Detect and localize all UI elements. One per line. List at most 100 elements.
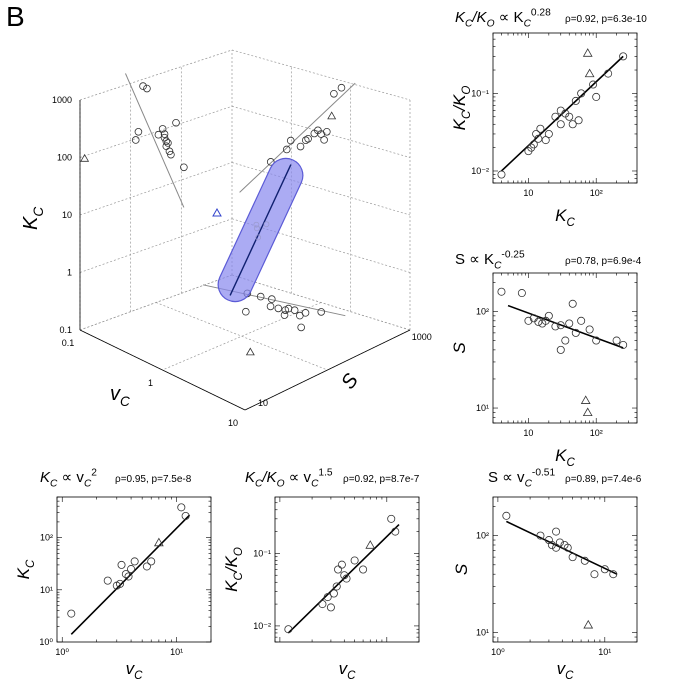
y-axis-label: S bbox=[450, 342, 469, 354]
proj-vs-circle bbox=[256, 292, 265, 301]
grid-line bbox=[231, 49, 411, 101]
chart-3d: 1000 100 10 1 0.1 10 1 0.1 10 1000 KC vC S bbox=[20, 49, 432, 428]
grid-line bbox=[231, 162, 411, 216]
proj-skc-circle bbox=[286, 136, 295, 145]
data-point-circle bbox=[534, 134, 543, 143]
x-tick-label: 10² bbox=[590, 188, 603, 198]
data-point-triangle bbox=[584, 68, 595, 78]
data-point-circle bbox=[497, 170, 506, 179]
data-point-circle bbox=[350, 556, 359, 565]
data-point-circle bbox=[147, 557, 156, 566]
proj-vs-circle bbox=[297, 323, 305, 332]
proj-skc-circle bbox=[296, 142, 305, 151]
data-point-circle bbox=[568, 120, 577, 129]
y-tick-label: 10⁻² bbox=[471, 166, 489, 176]
data-point-circle bbox=[619, 52, 628, 61]
data-point-circle bbox=[555, 538, 564, 547]
proj-skc-circle bbox=[323, 127, 331, 136]
grid-line bbox=[231, 274, 411, 331]
proj-skc-circle bbox=[266, 158, 275, 166]
proj-vs-circle bbox=[280, 311, 289, 319]
chart-annotation-formula: KC/KO ∝ KC0.28 bbox=[455, 7, 551, 29]
proj-vkc-fit-line bbox=[124, 73, 185, 208]
y-tick-label: 10⁻² bbox=[253, 621, 271, 631]
data-point-circle bbox=[574, 116, 583, 125]
chart-annotation-formula: S ∝ KC-0.25 bbox=[455, 249, 525, 271]
data-point-circle bbox=[529, 140, 538, 149]
x-axis-label: vC bbox=[110, 383, 130, 409]
axis-v bbox=[79, 329, 246, 411]
x-axis-label: vC bbox=[126, 659, 144, 682]
chart-annotation-formula: KC/KO ∝ vC1.5 bbox=[245, 467, 333, 489]
data-point-circle bbox=[552, 543, 561, 552]
data-point-circle bbox=[565, 112, 574, 121]
proj-skc-circle bbox=[337, 83, 346, 92]
data-point-circle bbox=[517, 289, 526, 298]
proj-vkc-circle bbox=[180, 163, 188, 172]
y-tick-label: 10 bbox=[258, 398, 268, 408]
data-point-circle bbox=[524, 316, 533, 325]
x-axis-label: KC bbox=[555, 446, 575, 469]
data-point-circle bbox=[563, 543, 572, 552]
tube-point bbox=[263, 221, 270, 228]
data-point-circle bbox=[556, 106, 565, 115]
data-point-circle bbox=[604, 69, 613, 78]
proj-skc-circle bbox=[330, 89, 338, 98]
data-point-circle bbox=[177, 503, 186, 512]
data-point-circle bbox=[551, 322, 560, 331]
data-point-circle bbox=[103, 576, 112, 585]
proj-vs-circle bbox=[274, 304, 283, 313]
data-point-circle bbox=[329, 589, 338, 598]
proj-vkc-circle bbox=[134, 128, 143, 136]
chart-vc-kcko: 10⁻² 10⁻¹ KC/KO ∝ vC1.5 ρ=0.92, p=8.7e-7 vC K… bbox=[222, 467, 420, 682]
grid-line bbox=[79, 218, 233, 273]
x-tick-label: 10² bbox=[590, 428, 603, 438]
z-tick-label: 0.1 bbox=[59, 325, 72, 335]
regression-tube bbox=[217, 157, 304, 303]
grid-line bbox=[79, 162, 233, 216]
z-tick-label: 100 bbox=[57, 153, 72, 163]
data-point-circle bbox=[536, 531, 545, 540]
x-tick-label: 10⁰ bbox=[491, 647, 505, 657]
data-point-circle bbox=[580, 556, 589, 565]
data-point-circle bbox=[391, 527, 400, 536]
data-point-circle bbox=[541, 136, 550, 145]
chart-kc-kcko: 10 10² 10⁻² 10⁻¹ KC/KO ∝ KC0.28 ρ=0.92, p=6.3… bbox=[450, 7, 647, 229]
plot-frame bbox=[56, 496, 212, 643]
y-tick-label: 10² bbox=[40, 533, 53, 543]
data-point-circle bbox=[585, 325, 594, 334]
data-point-circle bbox=[589, 80, 598, 89]
proj-vkc-circle bbox=[160, 130, 169, 138]
grid-line bbox=[79, 49, 233, 101]
data-point-circle bbox=[552, 527, 561, 536]
data-point-circle bbox=[337, 560, 346, 569]
proj-vs-circle bbox=[317, 308, 326, 316]
data-point-circle bbox=[497, 287, 506, 296]
x-tick-label: 10¹ bbox=[598, 647, 611, 657]
proj-vs-triangle bbox=[245, 347, 255, 356]
proj-vkc-triangle bbox=[80, 153, 90, 162]
z-tick-label: 10 bbox=[62, 210, 72, 220]
fit-line bbox=[70, 514, 191, 635]
data-point-triangle bbox=[582, 407, 593, 417]
y-axis-label: S bbox=[452, 563, 471, 575]
data-point-circle bbox=[561, 336, 570, 345]
proj-skc-circle bbox=[282, 145, 291, 154]
z-tick-label: 1000 bbox=[52, 95, 72, 105]
data-point-circle bbox=[609, 570, 618, 579]
data-point-circle bbox=[318, 600, 327, 609]
data-point-circle bbox=[121, 570, 130, 579]
data-point-circle bbox=[556, 345, 565, 354]
chart-annotation-formula: S ∝ vC-0.51 bbox=[488, 467, 555, 489]
proj-skc-fit-line bbox=[239, 82, 356, 193]
chart-kc-s: 10 10² 10¹ 10² S ∝ KC-0.25 ρ=0.78, p=6.9e-4 KC… bbox=[450, 249, 642, 469]
proj-skc-circle bbox=[320, 136, 328, 144]
data-point-triangle bbox=[365, 540, 376, 549]
outlier-triangle bbox=[212, 207, 222, 217]
tube-point bbox=[255, 234, 262, 241]
data-point-circle bbox=[130, 557, 139, 566]
x-tick-label: 10 bbox=[228, 418, 238, 428]
plot-frame bbox=[274, 496, 420, 643]
x-axis-label: KC bbox=[555, 206, 575, 229]
